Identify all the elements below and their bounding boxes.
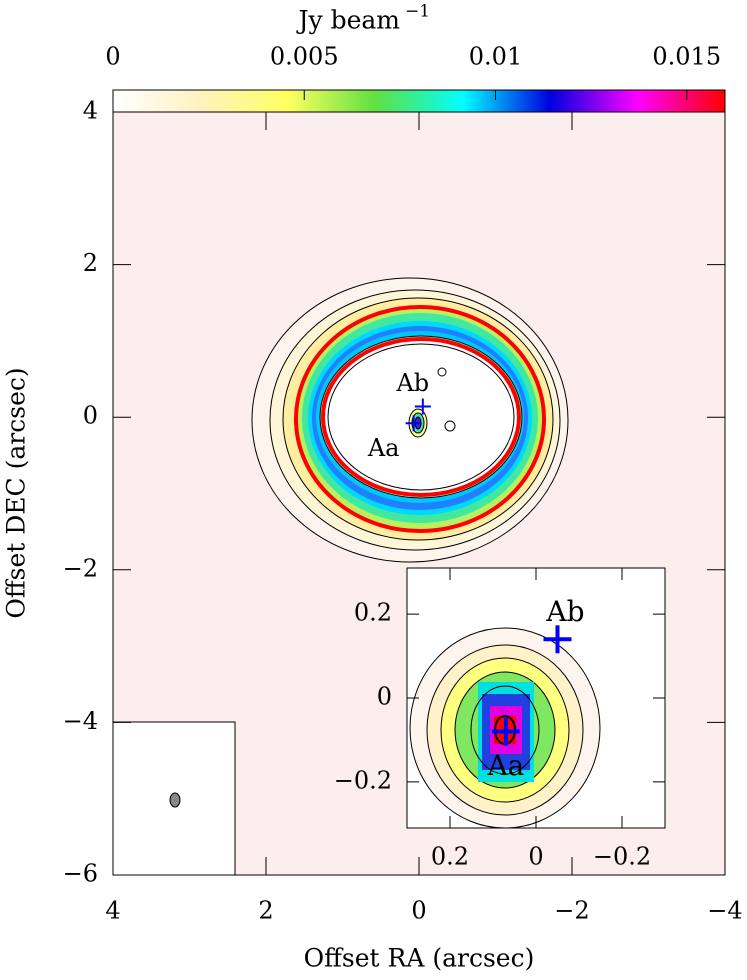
colorbar-label: Jy beam	[295, 6, 400, 35]
x-tick-label: −4	[707, 897, 742, 925]
y-tick-label: 0	[83, 402, 98, 430]
inset-y-tick-label: 0.2	[354, 599, 392, 627]
inset-y-tick-label: −0.2	[334, 766, 392, 794]
colorbar-label-exponent: −1	[405, 2, 430, 22]
colorbar-tick-label: 0.005	[270, 43, 339, 71]
colorbar-tick-label: 0.01	[469, 43, 522, 71]
colorbar-tick-label: 0	[105, 43, 120, 71]
inset-x-tick-label: 0	[528, 843, 543, 871]
y-axis-label: Offset DEC (arcsec)	[2, 367, 31, 618]
inset: 0.2 0 −0.2 0.2 0 −0.2 Aa Ab	[334, 567, 666, 871]
inset-x-tick-label: 0.2	[431, 843, 469, 871]
y-tick-label: −6	[63, 860, 98, 888]
x-tick-label: 4	[105, 897, 120, 925]
beam	[169, 792, 181, 808]
y-tick-label: 2	[83, 249, 98, 277]
colorbar-tick-label: 0.015	[652, 43, 721, 71]
y-tick-label: −2	[63, 554, 98, 582]
x-tick-label: 0	[411, 897, 426, 925]
source-label: Aa	[367, 434, 400, 462]
inset-x-tick-label: −0.2	[593, 843, 651, 871]
x-axis-label: Offset RA (arcsec)	[304, 944, 535, 973]
source-label: Ab	[395, 369, 429, 397]
y-tick-label: −4	[63, 707, 98, 735]
x-tick-label: −2	[554, 897, 589, 925]
y-tick-label: 4	[83, 97, 98, 125]
colorbar	[112, 89, 726, 113]
inset-source-label: Aa	[486, 749, 524, 782]
inset-source-label: Ab	[545, 595, 584, 628]
disk-ring	[251, 277, 569, 563]
inset-y-tick-label: 0	[377, 683, 392, 711]
x-tick-label: 2	[258, 897, 273, 925]
